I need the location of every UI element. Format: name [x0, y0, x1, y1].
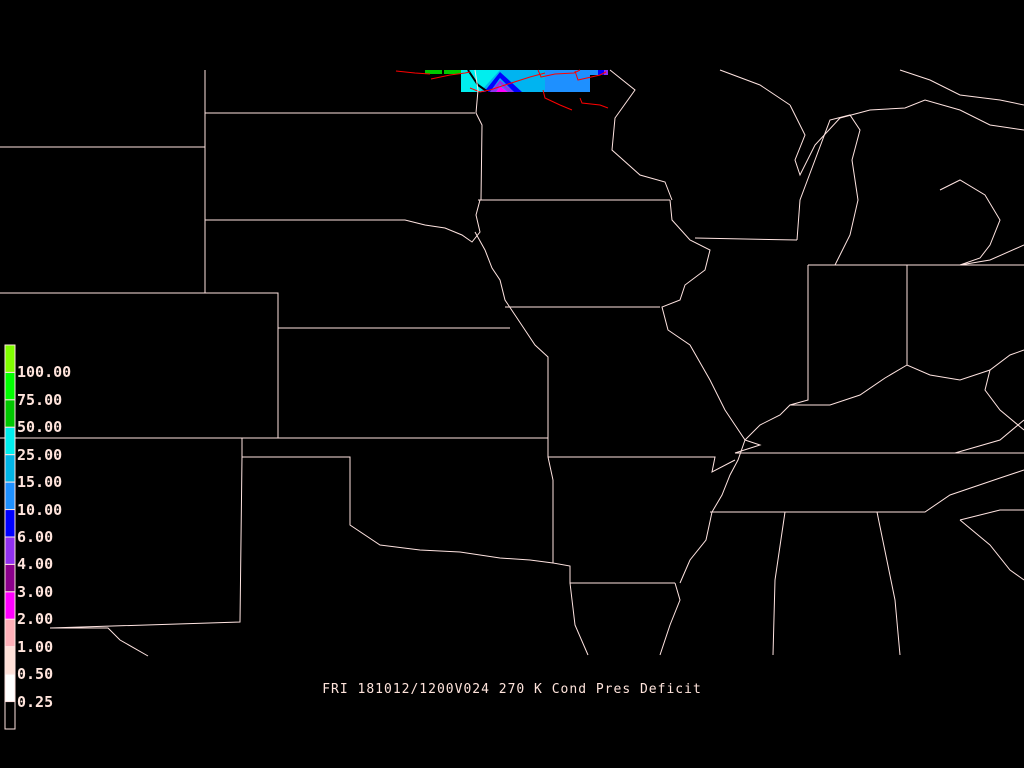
legend-swatch — [4, 454, 16, 483]
legend-swatch — [4, 701, 16, 730]
legend-label: 0.50 — [17, 665, 54, 684]
legend-label: 6.00 — [17, 528, 54, 546]
legend-label: 15.00 — [17, 473, 63, 492]
legend-label: 50.00 — [17, 418, 63, 437]
legend-label: 10.00 — [17, 500, 63, 519]
legend-swatch — [4, 646, 16, 675]
legend-label: 25.00 — [17, 445, 63, 464]
legend-label: 4.00 — [17, 555, 54, 574]
plot-title: FRI 181012/1200V024 270 K Cond Pres Defi… — [322, 682, 702, 697]
legend-swatch — [4, 591, 16, 620]
legend-swatch — [4, 536, 16, 565]
contour-fill-area — [425, 69, 608, 93]
legend-label: 3.00 — [17, 582, 54, 601]
legend-swatch — [4, 399, 16, 428]
legend-label: 75.00 — [17, 390, 63, 409]
legend-swatch — [4, 618, 16, 648]
legend-swatch — [4, 371, 16, 401]
legend-label: 1.00 — [17, 637, 54, 656]
legend-swatch — [4, 563, 16, 593]
legend-swatch — [4, 481, 16, 511]
legend-label: 2.00 — [17, 610, 54, 629]
legend-label: 0.25 — [17, 692, 54, 711]
legend-swatch — [4, 344, 16, 373]
legend-swatch — [4, 509, 16, 538]
legend-label: 100.00 — [17, 363, 72, 382]
color-legend-bar — [4, 344, 16, 730]
state-borders — [0, 69, 1024, 657]
legend-swatch — [4, 426, 16, 456]
